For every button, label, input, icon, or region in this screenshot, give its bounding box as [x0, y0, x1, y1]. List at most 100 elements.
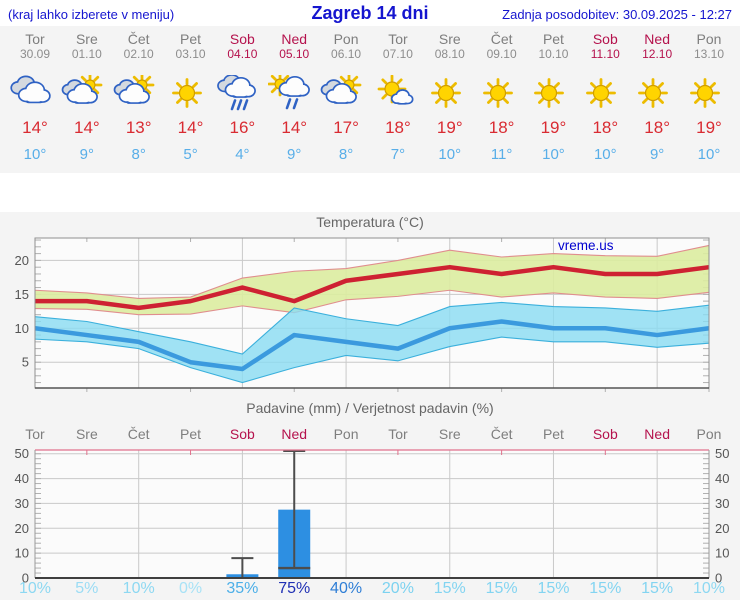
precip-probability: 10%	[18, 580, 52, 597]
min-temperature: 11°	[490, 146, 513, 163]
max-temperature: 13°	[125, 118, 152, 137]
max-temperature: 18°	[385, 118, 411, 137]
precip-y-axis-label-right: 20	[715, 521, 729, 536]
precip-y-axis-label-left: 40	[15, 471, 29, 486]
min-temperature: 9°	[287, 146, 302, 163]
weather-icon-box	[165, 75, 217, 113]
forecast-day-column: Ned 12.10 18° 9°	[631, 31, 683, 163]
temp-y-axis-label: 5	[22, 355, 29, 370]
max-temperature: 19°	[540, 118, 567, 137]
precip-y-axis-label-left: 0	[22, 571, 29, 585]
precip-probability: 75%	[278, 580, 311, 597]
weather-icon-sunny	[690, 78, 720, 108]
precip-probability: 10%	[122, 580, 155, 597]
precip-day-label: Čet	[490, 426, 513, 442]
precip-probability: 35%	[226, 580, 259, 597]
forecast-day-column: Sre 08.10 19° 10°	[424, 31, 476, 163]
max-temperature: 14°	[73, 118, 100, 137]
max-temperature: 18°	[488, 118, 515, 137]
forecast-day-column: Tor 30.09 14° 10°	[9, 31, 61, 163]
min-temperature: 10°	[438, 146, 462, 163]
day-name: Čet	[490, 31, 513, 47]
precip-probability: 15%	[537, 580, 570, 597]
precip-day-label: Ned	[644, 426, 670, 442]
temp-y-axis-label: 20	[15, 253, 29, 268]
precip-day-label: Čet	[127, 426, 150, 442]
day-name: Sob	[229, 31, 255, 47]
menu-hint: (kraj lahko izberete v meniju)	[8, 7, 175, 22]
precip-probability: 40%	[330, 580, 363, 597]
day-name: Ned	[281, 31, 308, 47]
forecast-day-column: Pon 13.10 19° 10°	[683, 31, 735, 163]
max-temperature: 14°	[177, 118, 204, 137]
min-temperature: 7°	[390, 146, 406, 163]
day-name: Pon	[333, 31, 359, 47]
forecast-day-column: Tor 07.10 18° 7°	[372, 31, 424, 163]
day-name: Čet	[127, 31, 150, 47]
max-temperature: 18°	[644, 118, 670, 137]
day-date: 07.10	[382, 47, 413, 61]
weather-icon-box	[579, 75, 631, 113]
precip-day-label: Tor	[25, 426, 45, 442]
weather-icon-box	[476, 75, 528, 113]
precip-probability: 15%	[641, 580, 674, 597]
day-name: Sre	[75, 31, 98, 47]
temperature-chart-title: Temperatura (°C)	[316, 214, 424, 230]
precip-day-label: Ned	[281, 426, 308, 442]
last-update: Zadnja posodobitev: 30.09.2025 - 12:27	[502, 7, 732, 22]
precipitation-chart-title: Padavine (mm) / Verjetnost padavin (%)	[246, 400, 494, 416]
min-temperature: 10°	[697, 146, 721, 163]
forecast-day-column: Čet 02.10 13° 8°	[113, 31, 165, 163]
precip-y-axis-label-left: 10	[15, 546, 29, 561]
weather-icon-box	[113, 75, 165, 113]
weather-icon-sunny	[638, 78, 669, 108]
min-temperature: 10°	[542, 146, 565, 163]
precip-probability: 10%	[692, 580, 726, 597]
day-name: Pet	[180, 31, 202, 47]
day-name: Sob	[592, 31, 618, 47]
temperature-chart-canvas: 5 10 15 20 vreme.us	[15, 237, 710, 392]
weather-icon-sunny	[171, 78, 202, 108]
weather-icon-sunny	[482, 78, 513, 108]
precip-probability: 5%	[75, 580, 99, 597]
forecast-day-column: Čet 09.10 18° 11°	[476, 31, 528, 163]
min-temperature: 8°	[131, 146, 146, 163]
min-temperature: 9°	[649, 146, 665, 163]
weather-icon-box	[320, 75, 372, 113]
day-date: 11.10	[590, 47, 620, 61]
precip-day-label: Sre	[438, 426, 461, 442]
weather-icon-sun-rain	[268, 75, 311, 110]
weather-icon-partly-cloudy	[61, 75, 103, 104]
day-date: 05.10	[279, 47, 310, 61]
temp-y-axis-label: 10	[15, 321, 29, 336]
precip-probability: 15%	[433, 580, 466, 597]
precip-day-label: Tor	[388, 426, 408, 442]
weather-icon-box	[527, 75, 579, 113]
min-temperature: 10°	[593, 146, 617, 163]
max-temperature: 18°	[592, 118, 619, 137]
site-watermark: vreme.us	[558, 238, 614, 253]
precip-probability: 15%	[589, 580, 622, 597]
precip-day-label: Pon	[333, 426, 359, 442]
day-date: 09.10	[486, 47, 517, 61]
precip-day-label: Pet	[180, 426, 202, 442]
precip-day-label: Sob	[229, 426, 255, 442]
weather-icon-box	[268, 75, 320, 113]
forecast-day-column: Sob 04.10 16° 4°	[216, 31, 268, 163]
precip-y-axis-label-right: 40	[715, 471, 729, 486]
precipitation-chart-canvas: 0 0 10 10 20 20 30 30 40 40 50 50	[15, 446, 730, 585]
max-temp-line	[35, 264, 710, 311]
temp-y-axis-label: 15	[15, 287, 29, 302]
forecast-day-column: Pet 03.10 14° 5°	[165, 31, 217, 163]
max-temperature: 16°	[229, 118, 256, 137]
weather-icon-box	[61, 75, 113, 113]
max-temperature: 14°	[281, 118, 308, 137]
weather-icon-partly-cloudy	[113, 75, 155, 104]
max-temperature: 19°	[436, 118, 463, 137]
precip-probability: 0%	[178, 580, 203, 597]
page-title: Zagreb 14 dni	[311, 3, 429, 23]
forecast-day-column: Sre 01.10 14° 9°	[61, 31, 113, 163]
precip-y-axis-label-left: 30	[15, 496, 29, 511]
day-name: Tor	[388, 31, 408, 47]
